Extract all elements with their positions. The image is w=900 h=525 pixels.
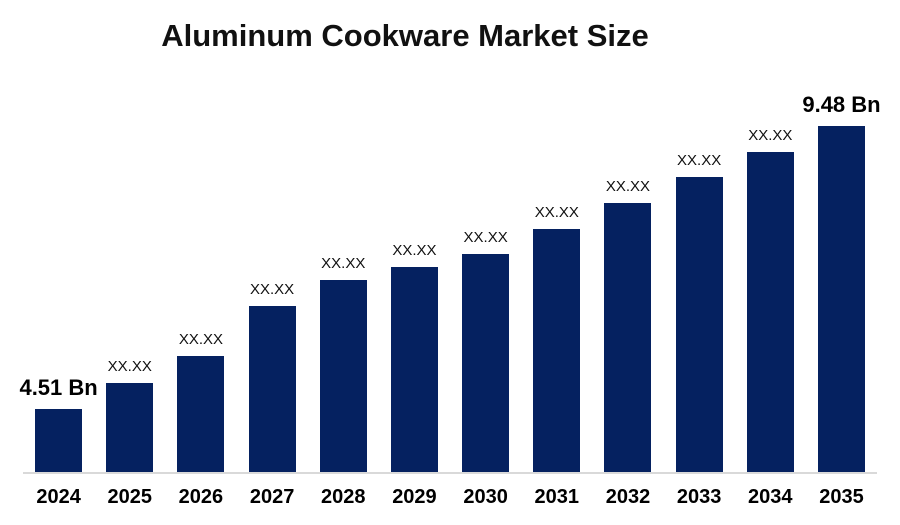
x-axis-label-2030: 2030	[463, 486, 508, 508]
bar-value-label-2033: XX.XX	[677, 151, 722, 169]
x-axis-label-2025: 2025	[107, 486, 153, 508]
bar-2026	[177, 356, 225, 472]
bar-group-2029: XX.XX	[379, 241, 450, 472]
bar-value-label-2028: XX.XX	[321, 254, 366, 272]
bar-2029	[390, 267, 438, 472]
bar-value-label-2035: 9.48 Bn	[802, 91, 881, 117]
plot-area: 4.51 Bn XX.XX XX.XX XX.XX XX.XX XX.XX XX.XX XX.…	[19, 52, 881, 474]
x-axis-label-2024: 2024	[36, 486, 81, 508]
bar-2030	[462, 254, 510, 472]
bar-2035	[817, 126, 865, 472]
x-axis-label-2032: 2032	[605, 486, 651, 508]
x-axis-label-2031: 2031	[534, 486, 580, 508]
bar-value-label-2024: 4.51 Bn	[19, 374, 98, 400]
bar-2034	[746, 152, 794, 472]
bar-group-2035: 9.48 Bn	[802, 92, 881, 472]
bar-2033	[675, 177, 723, 472]
bar-group-2028: XX.XX	[308, 254, 379, 472]
bar-2024	[35, 409, 83, 472]
x-axis-label-2035: 2035	[819, 486, 864, 508]
bar-value-label-2034: XX.XX	[748, 126, 793, 144]
bar-value-label-2025: XX.XX	[107, 357, 152, 375]
bar-2025	[106, 383, 154, 472]
bar-value-label-2026: XX.XX	[178, 330, 224, 348]
bar-group-2034: XX.XX	[735, 126, 806, 472]
bar-2027	[248, 306, 296, 472]
x-axis: 2024 2025 2026 2027 2028 2029 2030 2031 2032 2033…	[23, 486, 877, 509]
bar-2031	[533, 229, 581, 472]
x-axis-label-2033: 2033	[676, 486, 722, 508]
bar-value-label-2029: XX.XX	[392, 241, 437, 259]
bar-group-2031: XX.XX	[521, 203, 592, 472]
bar-2032	[604, 203, 652, 472]
bar-value-label-2030: XX.XX	[463, 228, 508, 246]
bar-group-2024: 4.51 Bn	[19, 375, 98, 472]
x-axis-label-2034: 2034	[748, 486, 793, 508]
x-axis-label-2027: 2027	[249, 486, 295, 508]
bar-group-2026: XX.XX	[165, 330, 236, 472]
chart-title: Aluminum Cookware Market Size	[161, 18, 649, 53]
bar-2028	[319, 280, 367, 472]
bar-value-label-2031: XX.XX	[534, 203, 579, 221]
bar-value-label-2032: XX.XX	[605, 177, 651, 195]
x-axis-label-2029: 2029	[392, 486, 437, 508]
bar-group-2033: XX.XX	[664, 151, 735, 472]
bar-group-2032: XX.XX	[592, 177, 663, 472]
x-axis-label-2028: 2028	[321, 486, 366, 508]
bar-group-2027: XX.XX	[237, 280, 308, 472]
bar-group-2025: XX.XX	[94, 357, 165, 472]
bar-group-2030: XX.XX	[450, 228, 521, 472]
bar-value-label-2027: XX.XX	[250, 280, 295, 298]
x-axis-label-2026: 2026	[178, 486, 224, 508]
